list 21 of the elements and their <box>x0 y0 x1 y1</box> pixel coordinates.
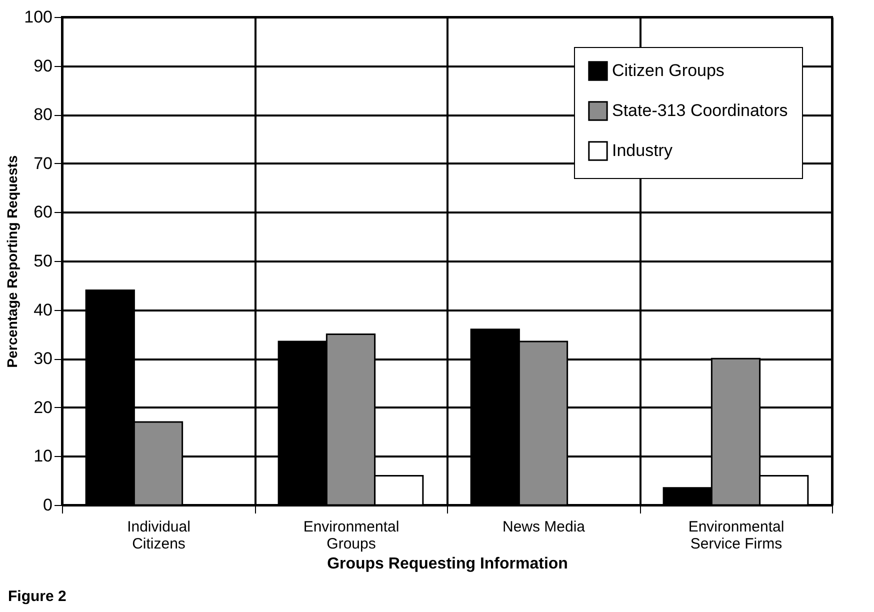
legend-label: State-313 Coordinators <box>612 101 788 120</box>
y-tick-label: 0 <box>43 496 52 514</box>
y-tick-label: 100 <box>24 8 52 26</box>
y-tick-label: 70 <box>34 154 52 173</box>
y-tick-label: 10 <box>34 446 52 466</box>
legend-label: Industry <box>612 141 673 160</box>
x-tick-label: Environmental Service Firms <box>688 518 784 552</box>
caption: Figure 2 <box>8 588 66 605</box>
y-tick-label: 60 <box>34 202 52 222</box>
x-axis-title: Groups Requesting Information <box>327 556 568 572</box>
x-tick-label: Individual Citizens <box>127 518 190 552</box>
y-tick-label: 30 <box>34 349 52 368</box>
y-tick-label: 20 <box>34 398 52 417</box>
legend-label: Citizen Groups <box>612 61 724 80</box>
y-tick-label: 40 <box>34 300 52 320</box>
x-tick-label: News Media <box>502 518 586 536</box>
y-tick-label: 80 <box>34 105 52 124</box>
x-tick-label: Environmental Groups <box>303 518 400 552</box>
y-tick-label: 50 <box>34 252 52 270</box>
y-tick-label: 90 <box>34 56 52 76</box>
y-axis-title: Percentage Reporting Requests <box>4 155 20 368</box>
